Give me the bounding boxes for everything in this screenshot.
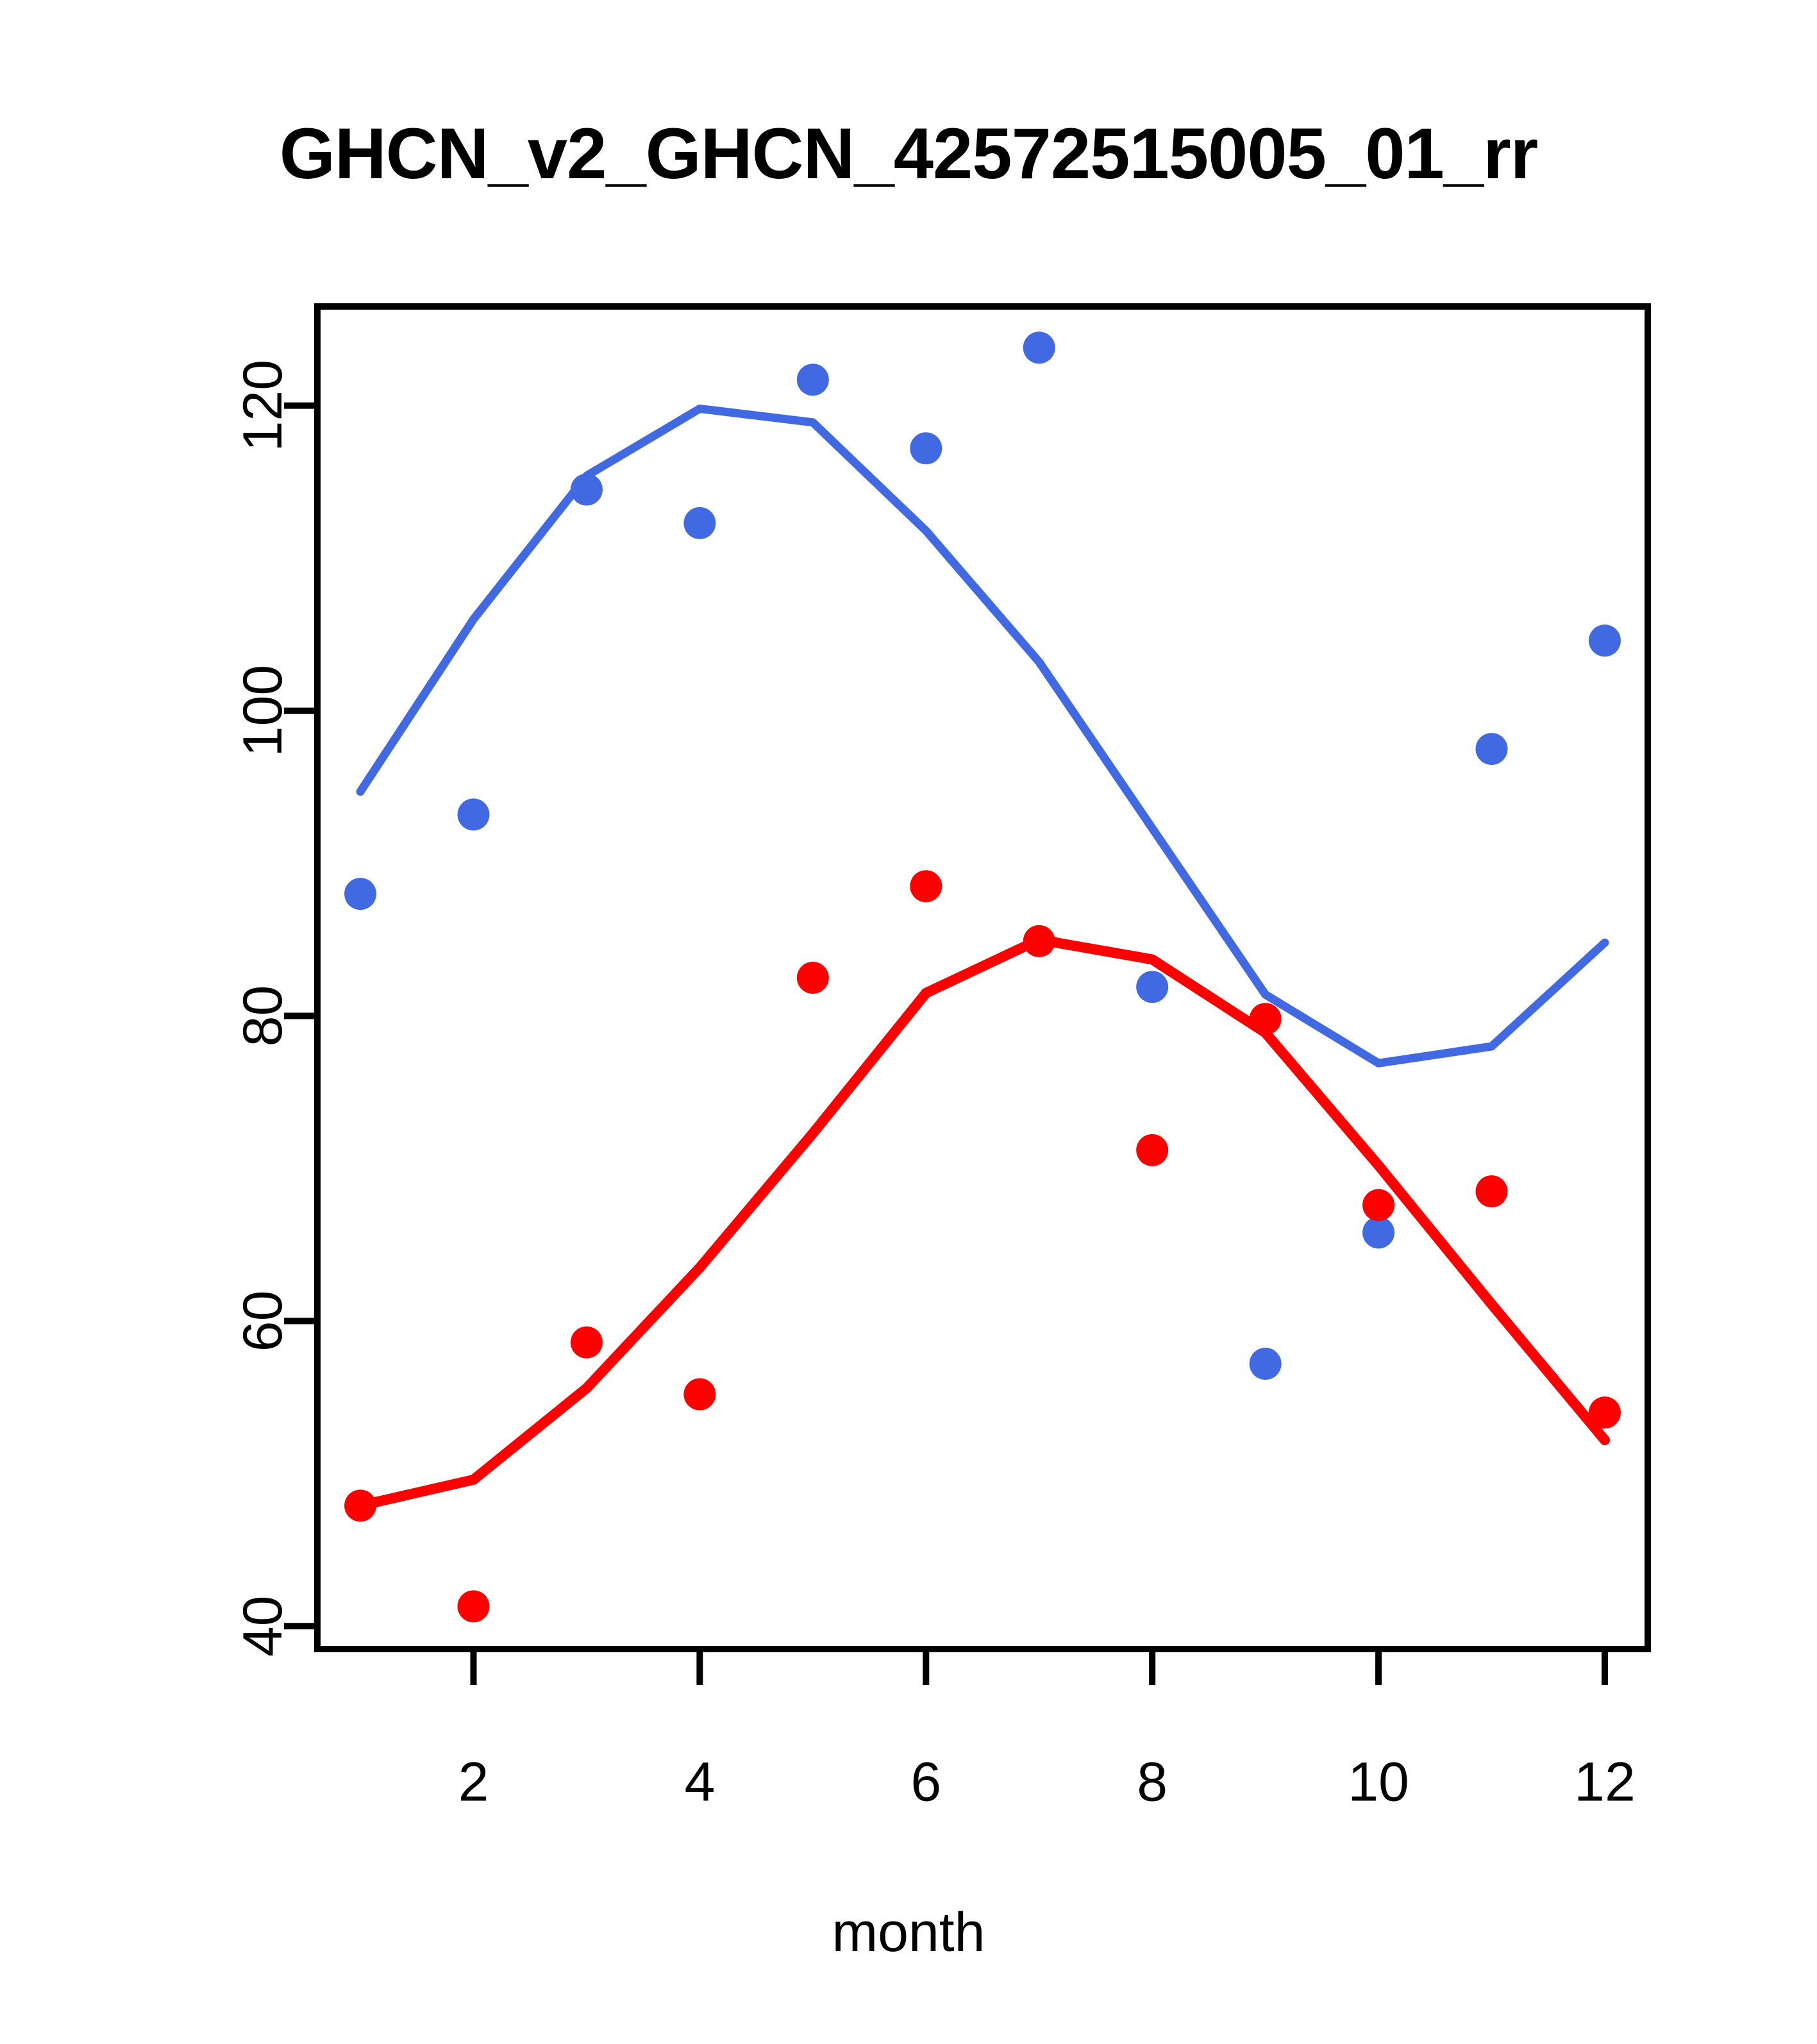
x-tick-label: 12 [1574, 1752, 1636, 1813]
blue-data-points [344, 331, 1621, 1380]
y-tick-label: 60 [232, 1291, 294, 1352]
data-point [457, 798, 490, 831]
red-trend-line [355, 934, 1610, 1511]
page-title: GHCN_v2_GHCN_42572515005_01_rr [279, 113, 1538, 194]
blue-trend-line [356, 404, 1609, 1068]
data-point [683, 507, 716, 539]
y-axis-ticks: 40 60 80 100 120 [232, 360, 317, 1657]
data-point [910, 870, 942, 903]
data-point [1136, 971, 1169, 1003]
data-point [796, 364, 829, 396]
data-point [570, 1326, 603, 1359]
x-tick-label: 10 [1348, 1752, 1409, 1813]
blue-line [356, 404, 1609, 1068]
data-point [1475, 1175, 1508, 1208]
x-tick-label: 6 [910, 1752, 941, 1813]
x-tick-label: 8 [1137, 1752, 1168, 1813]
data-point [1023, 925, 1055, 957]
y-tick-label: 80 [232, 985, 294, 1047]
data-point [344, 1489, 377, 1522]
y-tick-label: 100 [232, 665, 294, 757]
y-tick-label: 120 [232, 360, 294, 452]
x-axis-label: month [832, 1902, 985, 1963]
data-point [344, 878, 377, 910]
data-point [1362, 1189, 1395, 1221]
data-point [1249, 1348, 1282, 1380]
data-point [1588, 1396, 1621, 1429]
data-point [910, 432, 942, 465]
red-data-points [344, 870, 1621, 1623]
data-point [1362, 1216, 1395, 1249]
data-point [1136, 1134, 1169, 1166]
x-tick-label: 4 [684, 1752, 715, 1813]
plot-frame [314, 303, 1651, 1652]
data-point [683, 1378, 716, 1411]
data-point [457, 1590, 490, 1623]
data-point [1475, 733, 1508, 766]
x-axis-ticks: 2 4 6 8 10 12 [458, 1649, 1636, 1813]
data-point [1588, 624, 1621, 657]
data-point [1023, 331, 1055, 364]
data-point [570, 473, 603, 506]
y-tick-label: 40 [232, 1595, 294, 1657]
data-point [796, 962, 829, 994]
data-point [1249, 1003, 1282, 1035]
x-tick-label: 2 [458, 1752, 489, 1813]
red-line [355, 934, 1610, 1511]
